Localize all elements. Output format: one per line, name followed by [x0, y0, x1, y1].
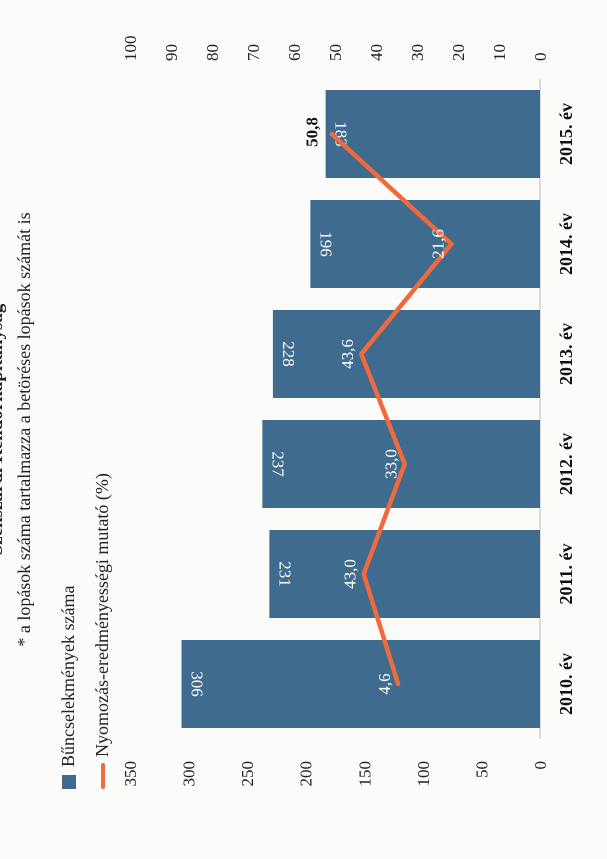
right-axis-tick-label: 10	[490, 44, 509, 61]
line-value-label: 4,6	[375, 673, 394, 694]
bar-value-label: 237	[268, 451, 287, 477]
right-axis-tick-label: 90	[162, 44, 181, 61]
bar-value-label: 196	[316, 231, 335, 257]
category-label: 2013. év	[556, 323, 576, 385]
left-axis-tick-label: 150	[355, 761, 374, 787]
right-axis-tick-label: 30	[408, 44, 427, 61]
left-axis-tick-label: 300	[180, 761, 199, 787]
line-value-label: 43,6	[338, 339, 357, 369]
line-value-label: 21,6	[428, 229, 447, 259]
right-axis-tick-label: 40	[367, 44, 386, 61]
right-axis-tick-label: 60	[285, 44, 304, 61]
left-axis-tick-label: 350	[121, 761, 140, 787]
line-value-label: 33,0	[382, 449, 401, 479]
right-axis-tick-label: 50	[326, 44, 345, 61]
bar-value-label: 306	[188, 671, 207, 697]
bar	[310, 200, 540, 288]
line-value-label: 50,8	[303, 117, 322, 147]
left-axis-tick-label: 0	[531, 761, 550, 770]
bar	[181, 640, 541, 728]
category-label: 2012. év	[556, 433, 576, 495]
series-line	[329, 131, 454, 687]
bar	[325, 90, 540, 178]
right-axis-tick-label: 0	[531, 53, 550, 62]
left-axis-tick-label: 50	[472, 761, 491, 778]
category-label: 2015. év	[556, 103, 576, 165]
right-axis-tick-label: 20	[449, 44, 468, 61]
right-axis-tick-label: 100	[121, 36, 140, 62]
left-axis-tick-label: 100	[414, 761, 433, 787]
bar-value-label: 228	[279, 341, 298, 367]
right-axis-tick-label: 80	[203, 44, 222, 61]
right-axis-tick-label: 70	[244, 44, 263, 61]
bar	[262, 420, 540, 508]
category-label: 2014. év	[556, 213, 576, 275]
left-axis-tick-label: 250	[238, 761, 257, 787]
bar-value-label: 231	[275, 561, 294, 587]
left-axis-tick-label: 200	[297, 761, 316, 787]
bar	[272, 310, 540, 398]
line-value-label: 43,0	[341, 559, 360, 589]
category-label: 2011. év	[556, 544, 576, 605]
category-label: 2010. év	[556, 653, 576, 715]
bar	[269, 530, 540, 618]
